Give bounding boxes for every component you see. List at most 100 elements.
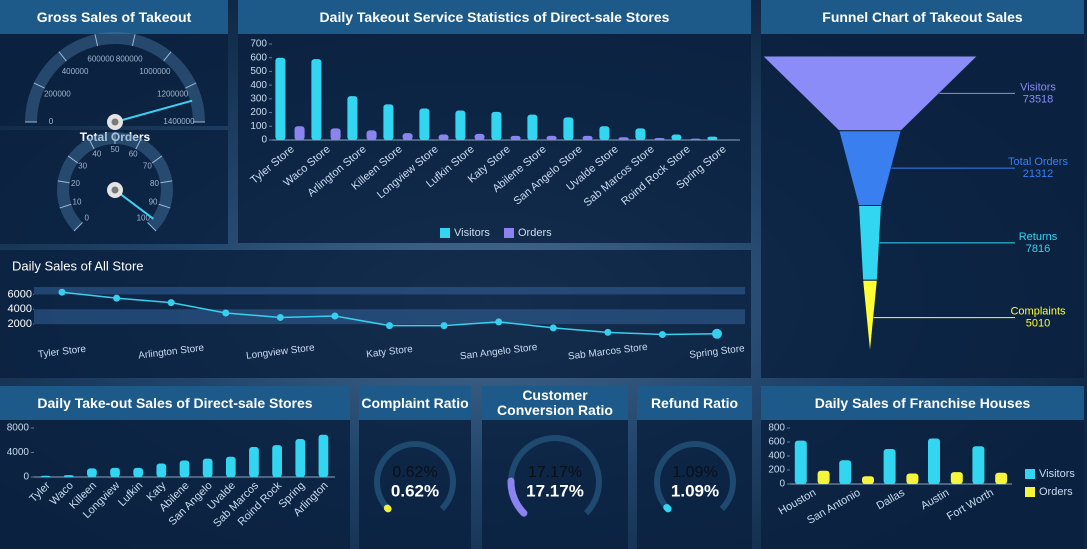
gauge-tick-label: 90 — [149, 197, 158, 206]
point — [549, 324, 557, 332]
legend-label: Visitors — [1039, 468, 1075, 480]
point — [495, 318, 503, 326]
y-tick-label: 500 — [250, 66, 267, 77]
bar — [839, 460, 852, 484]
bar — [156, 463, 167, 477]
funnel-value: 5010 — [1026, 318, 1050, 330]
bar — [347, 96, 358, 140]
y-tick-label: 4000 — [7, 447, 30, 458]
legend-label: Visitors — [454, 227, 490, 239]
legend-swatch — [504, 228, 514, 238]
point — [440, 322, 448, 330]
panel-title: Daily Sales of All Store — [12, 258, 144, 273]
title-box: Customer Conversion Ratio — [497, 388, 613, 418]
y-tick-label: 400 — [250, 80, 267, 91]
y-tick-label: 4000 — [8, 303, 32, 315]
bar — [110, 467, 120, 477]
gauge-tick-label: 400000 — [62, 67, 89, 76]
y-tick-label: 300 — [250, 93, 267, 104]
bar — [40, 475, 51, 477]
point — [276, 313, 284, 321]
y-tick-label: 0 — [779, 479, 785, 490]
gauge-tick — [158, 203, 171, 209]
bar — [794, 440, 807, 484]
bar — [249, 446, 259, 477]
bar — [491, 111, 502, 140]
bar — [654, 137, 665, 140]
bar — [294, 126, 305, 140]
panel-title: Daily Sales of Franchise Houses — [814, 394, 1031, 411]
panel — [0, 250, 751, 378]
bar — [87, 468, 97, 477]
gauge-tick — [147, 222, 157, 232]
title-box: Daily Takeout Service Statistics of Dire… — [319, 8, 670, 25]
ring-progress — [507, 477, 528, 517]
panel-header — [238, 0, 751, 34]
y-tick-label: 100 — [250, 121, 267, 132]
bar — [330, 128, 341, 140]
bar — [419, 108, 430, 140]
y-tick-label: 2000 — [8, 318, 32, 330]
gauge-tick — [73, 222, 83, 232]
bar — [707, 136, 718, 140]
bar — [63, 475, 74, 477]
gauge-tick-label: 0 — [84, 213, 89, 222]
y-tick-label: 8000 — [7, 423, 30, 434]
panel-header — [359, 386, 471, 420]
point — [167, 299, 175, 307]
title-box: Daily Take-out Sales of Direct-sale Stor… — [37, 395, 312, 410]
gauge-tick-label: 1000000 — [139, 67, 171, 76]
funnel-label: Total Orders — [1008, 156, 1068, 168]
gauge-tick-label: 10 — [73, 197, 82, 206]
ratio-label-shadow: 1.09% — [672, 464, 717, 481]
ratio-label: 0.62% — [391, 481, 439, 500]
point — [604, 328, 612, 336]
legend-label: Orders — [518, 227, 552, 239]
gauge-needle — [114, 99, 193, 123]
gauge-tick-label: 800000 — [116, 55, 143, 64]
gauge-tick-label: 1400000 — [163, 117, 195, 126]
gauge-tick-label: 600000 — [87, 55, 114, 64]
gauge-tick-label: 100 — [137, 213, 151, 222]
gauge-tick-label: 200000 — [44, 89, 71, 98]
ratio-label: 17.17% — [526, 481, 584, 500]
bar — [690, 138, 701, 140]
gauge-tick — [94, 34, 99, 47]
title-box: Complaint Ratio — [361, 395, 468, 410]
ratio-label-shadow: 0.62% — [392, 464, 437, 481]
y-tick-label: 600 — [768, 437, 785, 448]
bar — [972, 446, 985, 484]
panel-header — [761, 0, 1084, 34]
point — [386, 322, 393, 330]
y-tick-label: 0 — [261, 135, 267, 146]
y-tick-label: 600 — [250, 52, 267, 63]
panel-title: Refund Ratio — [650, 394, 739, 411]
legend-swatch — [440, 228, 450, 238]
bar — [455, 110, 466, 140]
point — [58, 288, 66, 296]
panel-title: Funnel Chart of Takeout Sales — [822, 8, 1023, 25]
ring-track — [654, 441, 736, 511]
gauge-tick — [160, 180, 173, 184]
split-area — [34, 287, 745, 295]
bar — [133, 467, 144, 477]
gauge-tick — [33, 82, 45, 89]
gauge-tick — [58, 51, 67, 62]
gauge-tick-label: 1200000 — [157, 89, 189, 98]
split-area — [34, 309, 745, 325]
ring-progress — [663, 503, 672, 513]
bar — [179, 460, 190, 477]
gauge-tick — [163, 51, 172, 62]
bar — [527, 114, 538, 140]
panel-title: Daily Takeout Service Statistics of Dire… — [319, 8, 670, 25]
bar — [311, 59, 322, 141]
gauge-tick — [88, 138, 95, 150]
y-tick-label: 400 — [768, 451, 785, 462]
y-tick-label: 800 — [768, 423, 785, 434]
bar — [582, 135, 593, 140]
ring-progress — [383, 504, 392, 513]
bar — [950, 472, 963, 484]
bar — [671, 134, 682, 140]
panel-title: Gross Sales of Takeout — [36, 8, 192, 25]
